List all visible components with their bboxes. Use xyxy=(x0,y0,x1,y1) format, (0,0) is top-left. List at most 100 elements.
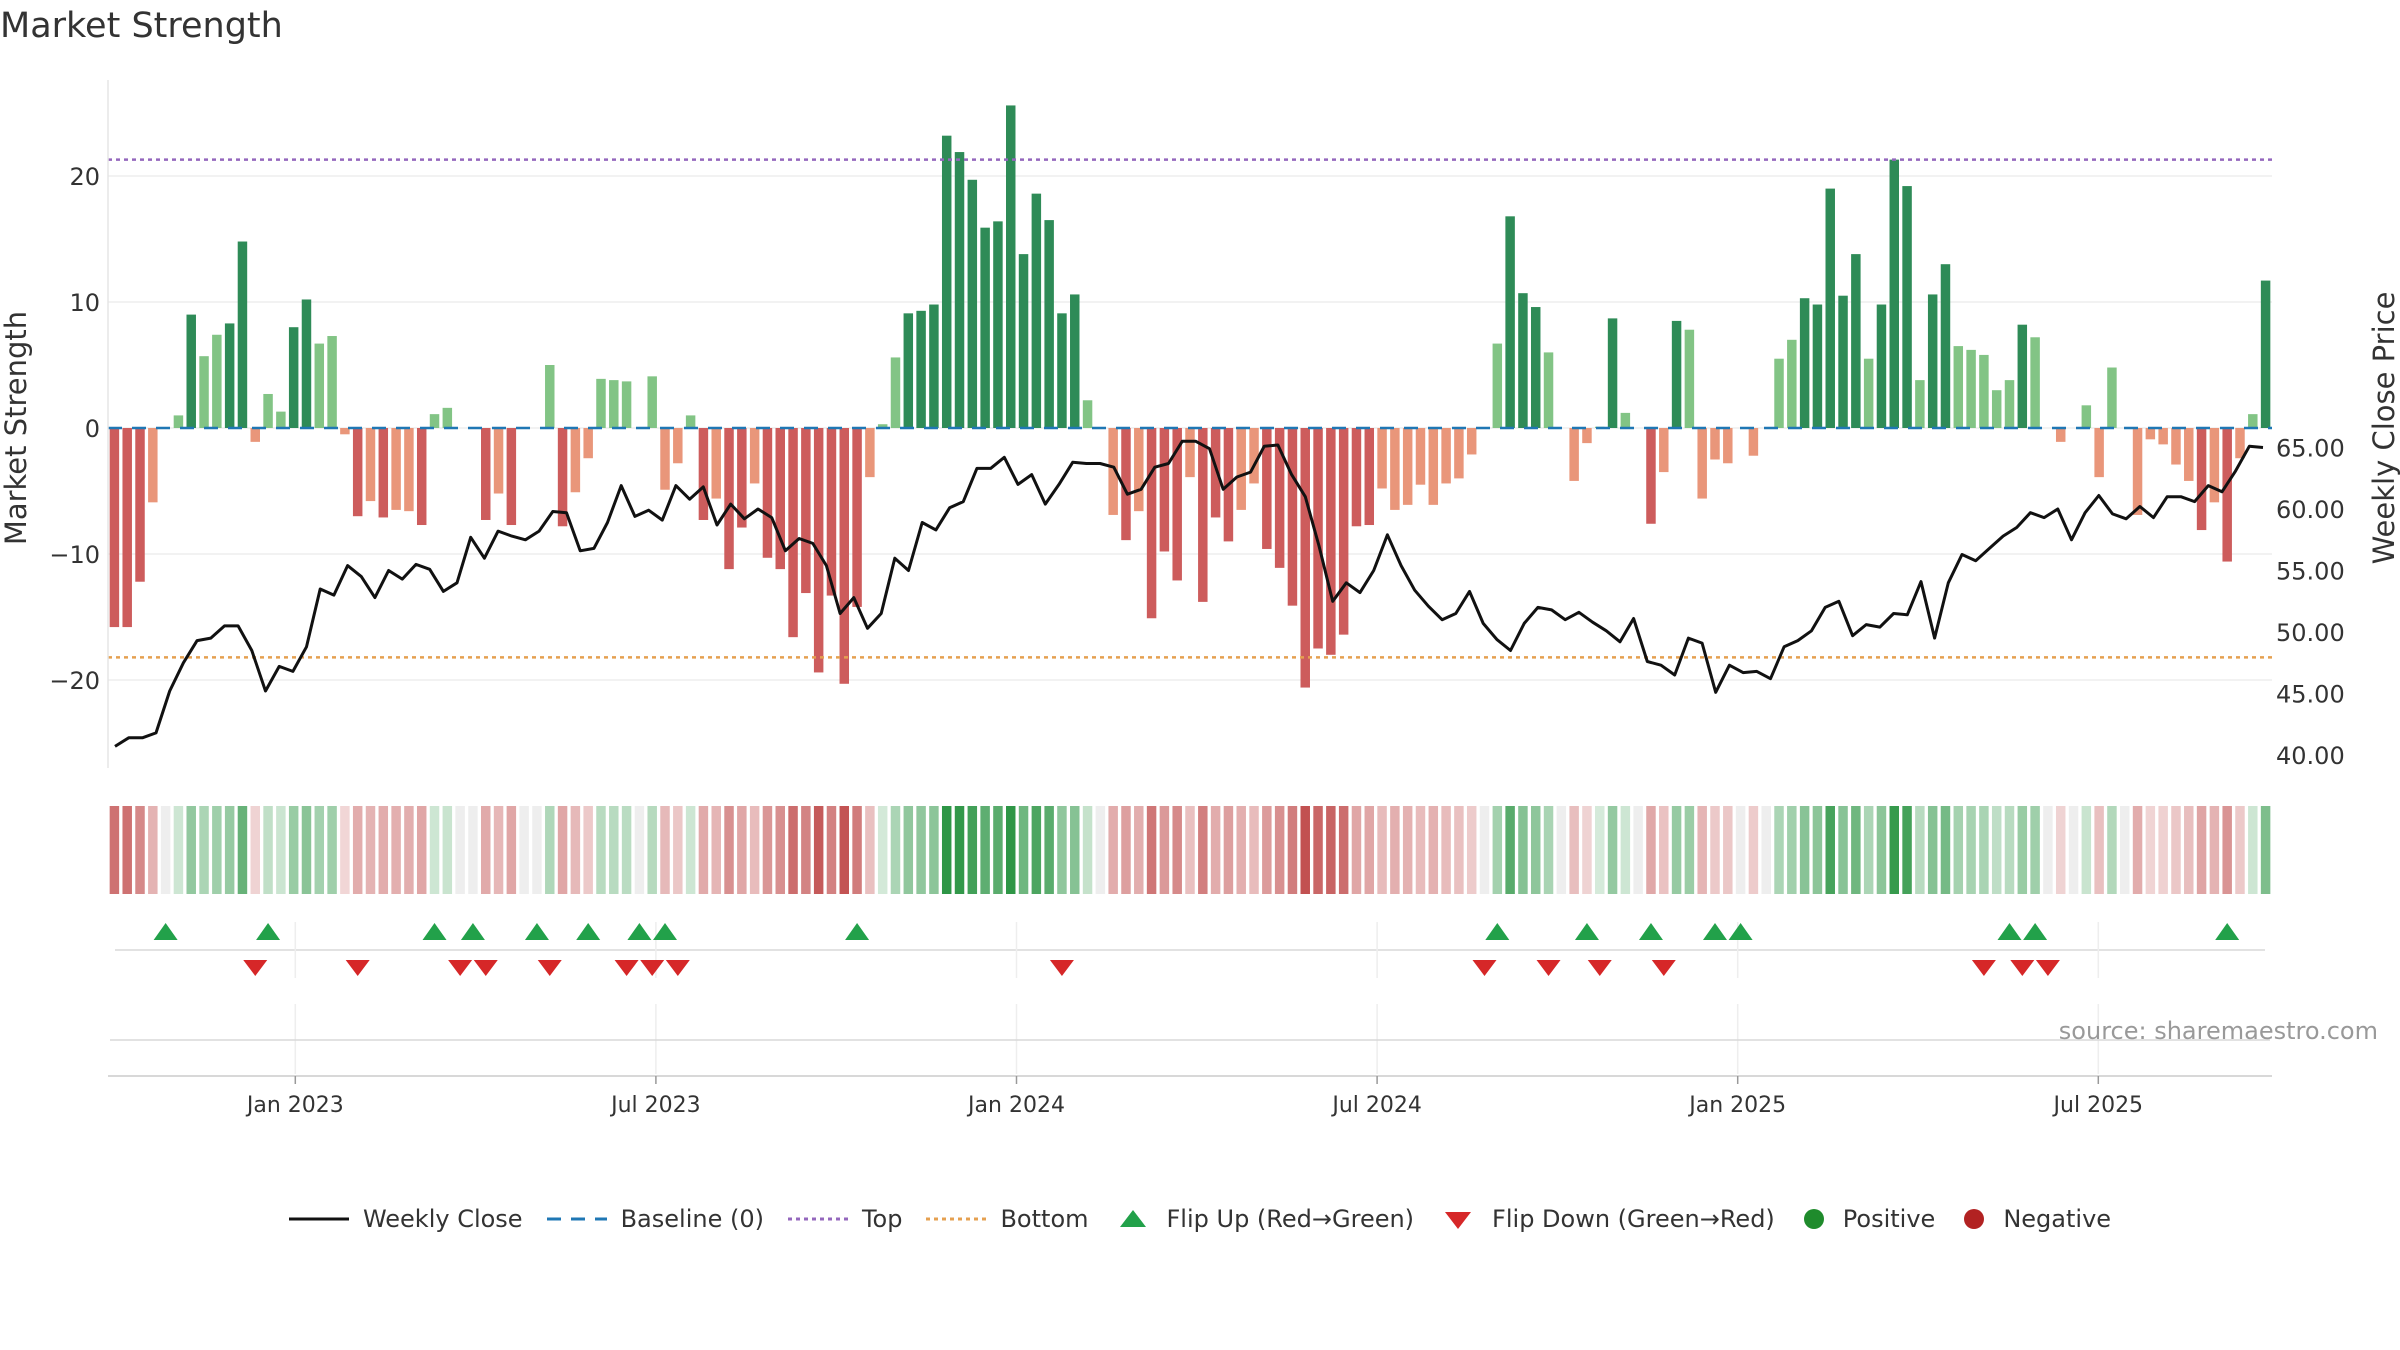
heat-cell xyxy=(442,806,453,894)
heat-cell xyxy=(1953,806,1964,894)
line-swatch-icon xyxy=(288,1217,349,1221)
strength-bar xyxy=(698,428,709,520)
heat-cell xyxy=(1198,806,1208,894)
heat-cell xyxy=(1326,806,1336,894)
x-tick-label: Jul 2025 xyxy=(2052,1093,2144,1118)
heat-cell xyxy=(916,806,926,894)
heat-cell xyxy=(199,806,209,894)
strength-bar xyxy=(2158,428,2168,445)
strength-bar xyxy=(250,428,260,442)
legend-item-negative: Negative xyxy=(1959,1205,2111,1233)
y-tick-label: −10 xyxy=(49,541,100,569)
flip-down-marker xyxy=(537,960,562,976)
strength-bar xyxy=(493,428,504,494)
heat-cell xyxy=(1262,806,1272,894)
y2-tick-label: 40.00 xyxy=(2276,742,2345,770)
legend-item-baseline: Baseline (0) xyxy=(546,1205,764,1233)
heat-cell xyxy=(404,806,414,894)
flip-up-marker xyxy=(653,923,678,940)
heat-cell xyxy=(1671,806,1682,894)
heat-cell xyxy=(1338,806,1349,894)
heat-cell xyxy=(852,806,862,894)
flip-up-marker xyxy=(1702,923,1727,940)
heat-cell xyxy=(1377,806,1387,894)
legend-label-baseline: Baseline (0) xyxy=(620,1205,764,1233)
heat-cell xyxy=(1787,806,1797,894)
heat-cell xyxy=(2158,806,2168,894)
circle-icon xyxy=(1803,1209,1824,1229)
strength-bar xyxy=(1569,428,1579,481)
strength-bar xyxy=(2081,405,2092,428)
flip-down-marker xyxy=(1049,960,1074,976)
strength-bar xyxy=(583,428,593,459)
strength-bar xyxy=(404,428,414,512)
heat-cell xyxy=(1927,806,1938,894)
heat-cell xyxy=(980,806,990,894)
heat-cell xyxy=(1185,806,1195,894)
strength-bar xyxy=(1351,428,1362,527)
strength-bar xyxy=(199,356,209,428)
strength-bar xyxy=(1210,428,1221,518)
strength-bar xyxy=(1684,329,1695,428)
heat-cell xyxy=(1633,806,1643,894)
strength-bar xyxy=(1902,186,1912,428)
flip-up-marker xyxy=(627,923,652,940)
heat-cell xyxy=(1723,806,1733,894)
strength-bar xyxy=(391,428,401,510)
heat-cell xyxy=(1646,806,1656,894)
heat-cell xyxy=(1825,806,1835,894)
strength-bar xyxy=(340,428,350,435)
strength-bar xyxy=(1249,428,1259,484)
strength-bar xyxy=(1799,298,1810,428)
strength-bar xyxy=(1787,339,1797,428)
heat-cell xyxy=(545,806,555,894)
strength-bar xyxy=(1851,254,1861,428)
heat-cell xyxy=(1889,806,1899,894)
strength-bar xyxy=(1607,318,1618,428)
strength-bar xyxy=(1518,293,1528,428)
flip-down-marker xyxy=(1472,960,1497,976)
heat-cell xyxy=(1518,806,1528,894)
strength-bar xyxy=(122,428,132,628)
strength-bar xyxy=(1300,428,1310,688)
legend-label-close: Weekly Close xyxy=(362,1205,523,1233)
heat-cell xyxy=(2030,806,2040,894)
heat-cell xyxy=(1108,806,1118,894)
strength-bar xyxy=(1326,428,1336,655)
heat-cell xyxy=(1530,806,1541,894)
x-tick-label: Jul 2024 xyxy=(1330,1093,1422,1118)
strength-bars xyxy=(109,105,2271,688)
strength-bar xyxy=(442,407,453,428)
heat-cell xyxy=(327,806,337,894)
heat-cell xyxy=(1966,806,1976,894)
y2-tick-label: 65.00 xyxy=(2276,435,2345,463)
heat-cell xyxy=(993,806,1003,894)
strength-bar xyxy=(2145,428,2156,440)
heat-cell xyxy=(122,806,132,894)
close-line-group xyxy=(114,439,2264,748)
heat-cell xyxy=(481,806,491,894)
heat-cell xyxy=(429,806,440,894)
heat-cell xyxy=(2209,806,2220,894)
strength-bar xyxy=(1390,428,1400,510)
heat-cell xyxy=(775,806,785,894)
strength-bar xyxy=(1979,354,1989,428)
strength-bar xyxy=(903,313,914,428)
heat-cell xyxy=(2260,806,2271,894)
heat-cell xyxy=(1300,806,1310,894)
flip-up-marker xyxy=(460,923,485,940)
strength-bar xyxy=(1620,412,1631,428)
heat-cell xyxy=(609,806,619,894)
strength-bar xyxy=(506,428,517,526)
heat-cell xyxy=(570,806,581,894)
heat-cell xyxy=(1146,806,1157,894)
heat-cell xyxy=(2068,806,2079,894)
y-tick-label: 20 xyxy=(69,163,100,191)
heat-cell xyxy=(1441,806,1451,894)
heat-cell xyxy=(314,806,325,894)
dashed-line-icon xyxy=(546,1217,607,1221)
heat-cell xyxy=(737,806,747,894)
strength-bar xyxy=(1991,390,2002,428)
legend-item-flip-up: Flip Up (Red→Green) xyxy=(1113,1205,1414,1233)
heat-cell xyxy=(1070,806,1080,894)
